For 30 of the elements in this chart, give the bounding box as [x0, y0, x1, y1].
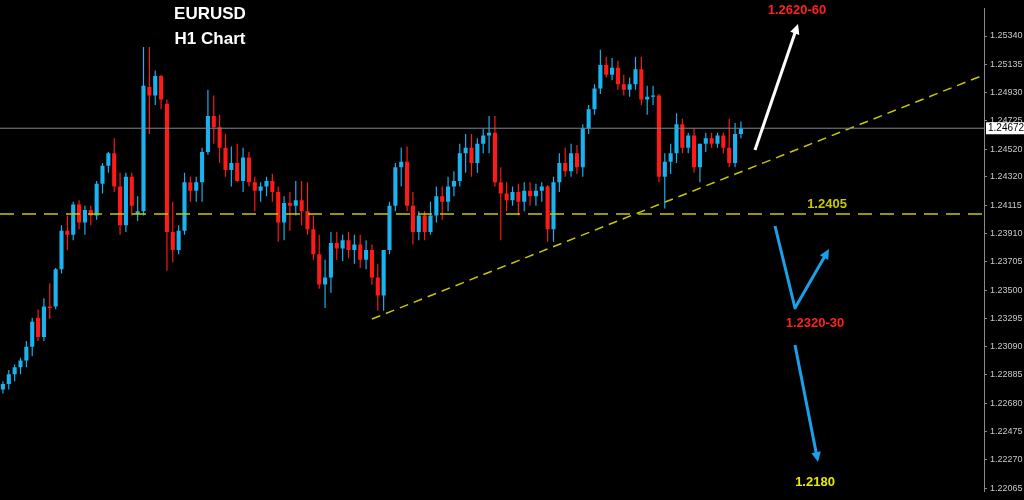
ref-line-label: 1.2405 — [807, 196, 847, 212]
candlestick — [446, 176, 451, 212]
y-tick-label: 1.25135 — [990, 58, 1023, 69]
y-tick-label: 1.24320 — [990, 171, 1023, 182]
annotation: 1.2180 — [795, 473, 835, 489]
y-tick-label: 1.24930 — [990, 87, 1023, 98]
y-tick-label: 1.23500 — [990, 284, 1023, 295]
candlestick — [651, 85, 656, 106]
y-tick-label: 1.23295 — [990, 312, 1023, 323]
candlestick — [323, 259, 328, 308]
candlestick — [82, 205, 87, 235]
candlestick — [282, 196, 287, 241]
candlestick — [287, 192, 292, 231]
y-tick-label: 1.22680 — [990, 397, 1023, 408]
y-tick-label: 1.22270 — [990, 454, 1023, 465]
y-tick-label: 1.22475 — [990, 426, 1023, 437]
candlestick — [610, 58, 615, 81]
text: H1 Chart — [173, 29, 247, 49]
candlestick — [364, 240, 369, 270]
y-tick-label: 1.23705 — [990, 256, 1023, 267]
y-tick-label: 1.24520 — [990, 143, 1023, 154]
y-tick-label: 1.25340 — [990, 30, 1023, 41]
y-tick-label: 1.22065 — [990, 482, 1023, 493]
y-tick-label: 1.23910 — [990, 227, 1023, 238]
chart-title: EURUSD — [173, 4, 247, 24]
y-tick-label: 1.24115 — [990, 199, 1022, 210]
y-tick-label: 1.23090 — [990, 341, 1023, 352]
y-tick-label: 1.22885 — [990, 369, 1023, 380]
annotation: 1.2320-30 — [785, 314, 845, 330]
annotation: 1.2620-60 — [767, 1, 827, 17]
